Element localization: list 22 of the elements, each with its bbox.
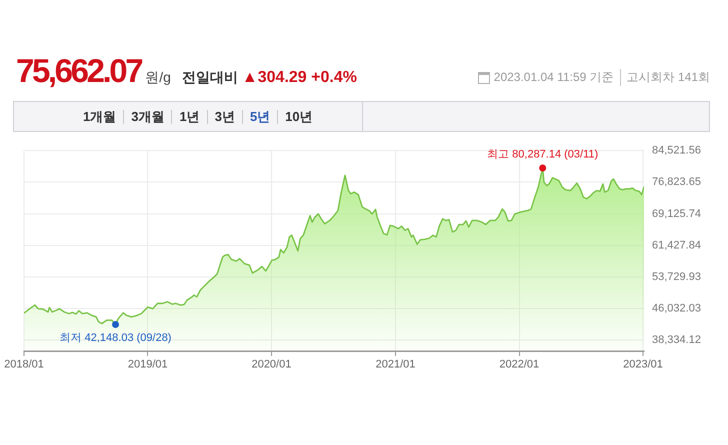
text: ▲304.29 +0.4% — [242, 69, 357, 87]
x-tick-label: 2020/01 — [252, 358, 292, 371]
x-tick-label: 2018/01 — [4, 358, 44, 371]
y-tick-label: 53,729.93 — [652, 271, 701, 284]
text: 원/g — [145, 69, 171, 87]
text: 고시회차 141회 — [620, 69, 710, 86]
x-tick-label: 2021/01 — [376, 358, 416, 371]
text: 2023.01.04 11:59 기준 — [494, 69, 614, 86]
text: 전일대비 — [182, 69, 238, 87]
x-tick-label: 2022/01 — [499, 358, 540, 371]
y-tick-label: 38,334.12 — [652, 334, 701, 346]
y-tick-label: 61,427.84 — [652, 239, 701, 252]
x-tick-label: 2023/01 — [623, 358, 663, 371]
period-tabs: 1개월 3개월 1년 3년 5년 10년 — [13, 101, 710, 132]
y-tick-label: 46,032.03 — [652, 302, 701, 315]
annotation: 최고 80,287.14 (03/11) — [487, 148, 598, 161]
x-tick-label: 2019/01 — [128, 358, 168, 371]
y-tick-label: 76,823.65 — [652, 176, 701, 188]
y-tick-label: 69,125.74 — [652, 208, 701, 220]
chart-title: 75,662.07 — [16, 52, 142, 90]
y-tick-label: 84,521.56 — [652, 144, 701, 157]
annotation: 최저 42,148.03 (09/28) — [60, 332, 172, 344]
